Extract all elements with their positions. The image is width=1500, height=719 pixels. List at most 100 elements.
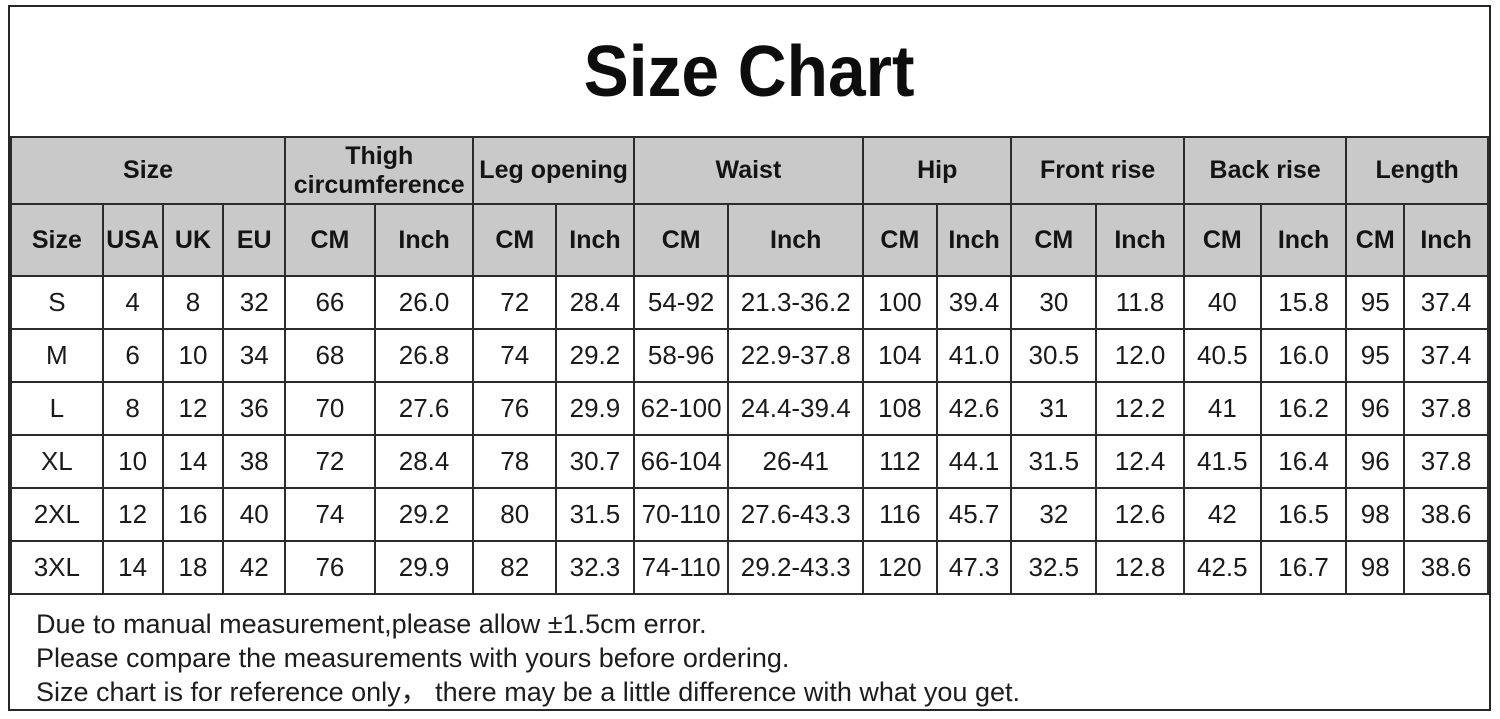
measurement-cell: 28.4	[555, 275, 635, 330]
measurement-cell: 14	[101, 540, 164, 595]
measurement-cell: 108	[862, 381, 938, 436]
measurement-cell: 29.9	[555, 381, 635, 436]
measurement-cell: 72	[472, 275, 558, 330]
measurement-cell: 96	[1345, 434, 1406, 489]
measurement-cell: 6	[101, 328, 164, 383]
group-header-row: Size Thigh circumference Leg opening Wai…	[9, 136, 1489, 205]
measurement-cell: 32	[1010, 487, 1098, 542]
measurement-cell: 29.2-43.3	[727, 540, 865, 595]
column-header: Inch	[555, 203, 635, 277]
measurement-cell: 26-41	[727, 434, 865, 489]
measurement-cell: 76	[284, 540, 376, 595]
measurement-cell: 74-110	[632, 540, 730, 595]
measurement-cell: 96	[1345, 381, 1406, 436]
table-row: M 6 10 34 68 26.8 74 29.2 58-96 22.9-37.8 104 41.0 3…	[10, 328, 1489, 383]
measurement-cell: 68	[284, 328, 376, 383]
measurement-cell: 42.6	[935, 381, 1013, 436]
group-header-length: Length	[1345, 136, 1489, 205]
table-body: S 4 8 32 66 26.0 72 28.4 54-92 21.3-36.2 100 39.4 30…	[10, 275, 1489, 595]
measurement-cell: 12	[161, 381, 225, 436]
column-header: Inch	[727, 203, 865, 277]
column-header: EU	[222, 203, 287, 277]
size-label-cell: 3XL	[10, 540, 104, 595]
measurement-cell: 18	[161, 540, 225, 595]
measurement-cell: 104	[862, 328, 938, 383]
measurement-cell: 8	[101, 381, 164, 436]
column-header: Inch	[1095, 203, 1185, 277]
measurement-cell: 16.4	[1259, 434, 1348, 489]
column-header: USA	[101, 203, 164, 277]
measurement-cell: 15.8	[1259, 275, 1348, 330]
size-label-cell: L	[10, 381, 104, 436]
measurement-cell: 16	[161, 487, 225, 542]
measurement-cell: 38	[222, 434, 287, 489]
note-line-reference-only: Size chart is for reference only， there …	[36, 677, 1020, 707]
measurement-cell: 58-96	[632, 328, 730, 383]
column-header: Inch	[373, 203, 475, 277]
measurement-cell: 27.6	[373, 381, 475, 436]
measurement-cell: 10	[161, 328, 225, 383]
size-label-cell: XL	[10, 434, 104, 489]
group-header-front-rise: Front rise	[1010, 136, 1185, 205]
measurement-cell: 98	[1345, 540, 1406, 595]
measurement-cell: 14	[161, 434, 225, 489]
measurement-cell: 80	[472, 487, 558, 542]
measurement-cell: 34	[222, 328, 287, 383]
measurement-cell: 37.4	[1403, 275, 1489, 330]
measurement-cell: 26.0	[373, 275, 475, 330]
measurement-cell: 16.2	[1259, 381, 1348, 436]
note-line-compare-measurements: Please compare the measurements with you…	[36, 643, 790, 673]
measurement-cell: 74	[472, 328, 558, 383]
note-line-measurement-error: Due to manual measurement,please allow ±…	[36, 609, 707, 639]
column-header: CM	[1345, 203, 1406, 277]
column-header: CM	[862, 203, 938, 277]
measurement-cell: 28.4	[373, 434, 475, 489]
column-header: CM	[632, 203, 730, 277]
measurement-cell: 72	[284, 434, 376, 489]
size-table: Size Thigh circumference Leg opening Wai…	[9, 136, 1489, 595]
measurement-cell: 11.8	[1095, 275, 1185, 330]
group-header-leg-opening: Leg opening	[472, 136, 635, 205]
measurement-cell: 30	[1010, 275, 1098, 330]
measurement-cell: 40	[1182, 275, 1262, 330]
measurement-cell: 42	[222, 540, 287, 595]
measurement-cell: 45.7	[935, 487, 1013, 542]
column-header: Inch	[1259, 203, 1348, 277]
measurement-cell: 62-100	[632, 381, 730, 436]
column-header: CM	[1010, 203, 1098, 277]
measurement-cell: 30.7	[555, 434, 635, 489]
size-label-cell: 2XL	[10, 487, 104, 542]
measurement-cell: 16.0	[1259, 328, 1348, 383]
measurement-cell: 10	[101, 434, 164, 489]
measurement-cell: 112	[862, 434, 938, 489]
measurement-cell: 38.6	[1403, 540, 1489, 595]
measurement-cell: 12.2	[1095, 381, 1185, 436]
column-header: Size	[10, 203, 104, 277]
measurement-cell: 22.9-37.8	[727, 328, 865, 383]
measurement-cell: 38.6	[1403, 487, 1489, 542]
notes-area: Due to manual measurement,please allow ±…	[10, 595, 1489, 709]
measurement-cell: 54-92	[632, 275, 730, 330]
measurement-cell: 100	[862, 275, 938, 330]
measurement-cell: 32	[222, 275, 287, 330]
measurement-cell: 16.7	[1259, 540, 1348, 595]
column-header: Inch	[1403, 203, 1489, 277]
size-label-cell: S	[10, 275, 104, 330]
column-header: CM	[1182, 203, 1262, 277]
measurement-cell: 66-104	[632, 434, 730, 489]
measurement-cell: 47.3	[935, 540, 1013, 595]
column-header: UK	[161, 203, 225, 277]
measurement-cell: 74	[284, 487, 376, 542]
measurement-cell: 12	[101, 487, 164, 542]
measurement-cell: 70-110	[632, 487, 730, 542]
measurement-cell: 40	[222, 487, 287, 542]
measurement-cell: 42	[1182, 487, 1262, 542]
group-header-waist: Waist	[632, 136, 865, 205]
measurement-cell: 31	[1010, 381, 1098, 436]
group-header-thigh-circumference: Thigh circumference	[284, 136, 475, 205]
measurement-cell: 21.3-36.2	[727, 275, 865, 330]
measurement-cell: 95	[1345, 275, 1406, 330]
column-header: Inch	[935, 203, 1013, 277]
measurement-cell: 29.2	[373, 487, 475, 542]
measurement-cell: 116	[862, 487, 938, 542]
